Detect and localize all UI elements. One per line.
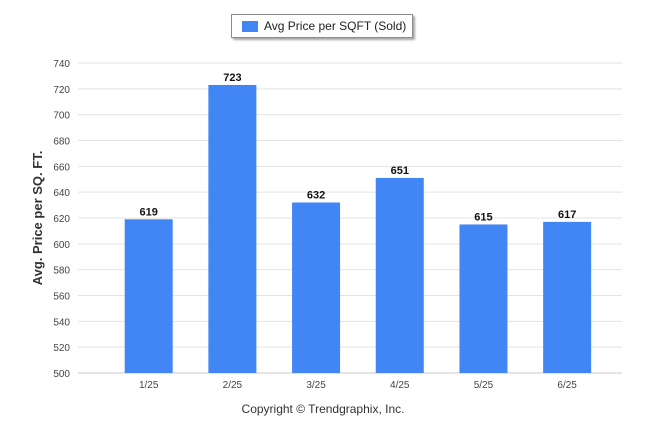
data-label: 723 xyxy=(223,72,241,84)
bar xyxy=(292,202,341,373)
bar xyxy=(124,219,173,373)
y-tick-label: 500 xyxy=(53,369,70,380)
y-tick-label: 520 xyxy=(53,343,70,354)
x-tick-label: 2/25 xyxy=(223,380,243,391)
x-tick-label: 1/25 xyxy=(139,380,159,391)
y-tick-label: 660 xyxy=(53,162,70,173)
y-tick-label: 620 xyxy=(53,214,70,225)
data-label: 651 xyxy=(391,165,409,177)
y-tick-label: 640 xyxy=(53,188,70,199)
data-label: 632 xyxy=(307,190,325,202)
legend: Avg Price per SQFT (Sold) xyxy=(231,14,413,38)
y-tick-label: 700 xyxy=(53,111,70,122)
legend-label: Avg Price per SQFT (Sold) xyxy=(264,19,407,33)
legend-swatch xyxy=(242,20,258,32)
x-tick-label: 4/25 xyxy=(390,380,410,391)
data-label: 619 xyxy=(140,206,158,218)
y-axis-title: Avg. Price per SQ. FT. xyxy=(30,151,45,286)
y-tick-label: 580 xyxy=(53,266,70,277)
data-label: 615 xyxy=(474,211,492,223)
bar xyxy=(459,224,508,373)
y-tick-label: 600 xyxy=(53,240,70,251)
x-tick-label: 3/25 xyxy=(306,380,326,391)
bar xyxy=(208,84,257,373)
y-tick-label: 540 xyxy=(53,317,70,328)
data-label: 617 xyxy=(558,209,576,221)
copyright-text: Copyright © Trendgraphix, Inc. xyxy=(241,402,405,416)
y-tick-label: 720 xyxy=(53,85,70,96)
bar xyxy=(543,221,592,373)
bar xyxy=(375,177,424,373)
y-tick-label: 560 xyxy=(53,292,70,303)
y-tick-label: 740 xyxy=(53,59,70,70)
x-tick-label: 6/25 xyxy=(557,380,577,391)
y-tick-label: 680 xyxy=(53,137,70,148)
x-tick-label: 5/25 xyxy=(474,380,494,391)
